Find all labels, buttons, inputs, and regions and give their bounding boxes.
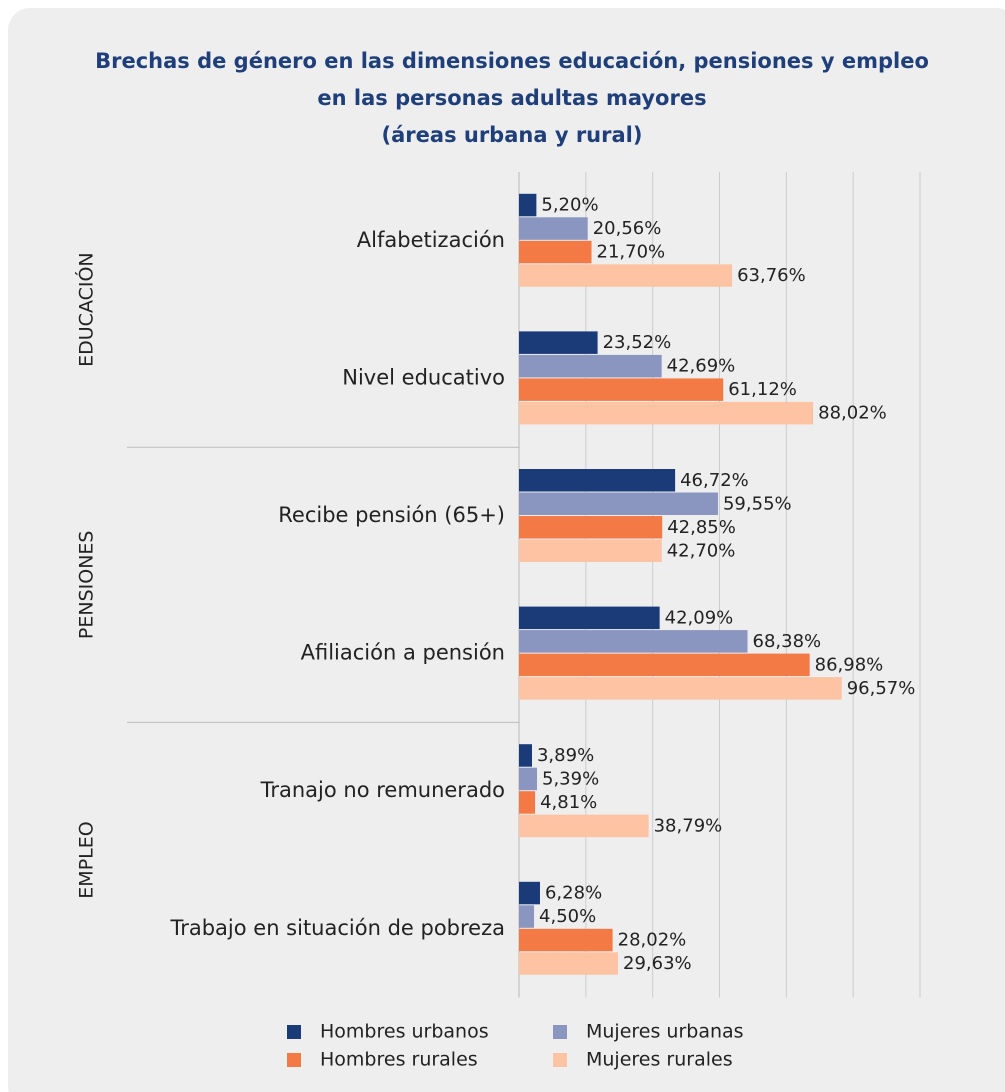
bar — [519, 881, 540, 905]
bar — [519, 814, 649, 838]
data-label: 4,50% — [539, 906, 596, 927]
legend-swatch — [553, 1053, 567, 1067]
data-label: 42,85% — [667, 517, 736, 538]
legend-swatch — [287, 1053, 301, 1067]
bar — [519, 791, 536, 814]
bar — [519, 354, 662, 378]
data-label: 63,76% — [737, 265, 806, 286]
category-label: Afiliación a pensión — [301, 641, 505, 665]
data-label: 5,39% — [542, 768, 599, 789]
data-label: 59,55% — [723, 493, 792, 514]
card — [8, 8, 1005, 1092]
bar — [519, 606, 660, 630]
legend-label: Hombres rurales — [320, 1049, 478, 1071]
bar — [519, 744, 532, 767]
bar — [519, 492, 718, 515]
bar — [519, 630, 748, 653]
bar — [519, 264, 733, 287]
data-label: 42,09% — [665, 607, 734, 628]
legend-label: Mujeres urbanas — [586, 1021, 744, 1043]
bar — [519, 378, 724, 401]
bar — [519, 928, 613, 952]
data-label: 88,02% — [818, 403, 887, 424]
group-label: PENSIONES — [76, 531, 98, 640]
bar — [519, 331, 598, 354]
category-label: Trabajo en situación de pobreza — [169, 916, 505, 940]
chart-title: Brechas de género en las dimensiones edu… — [95, 49, 929, 73]
data-label: 29,63% — [623, 953, 692, 974]
data-label: 4,81% — [540, 792, 597, 813]
bar — [519, 240, 592, 264]
data-label: 3,89% — [537, 745, 594, 766]
bar — [519, 193, 537, 217]
data-label: 96,57% — [847, 678, 916, 699]
data-label: 42,69% — [667, 356, 736, 377]
data-label: 5,20% — [541, 195, 598, 216]
chart-title: en las personas adultas mayores — [317, 86, 706, 110]
bar — [519, 217, 588, 240]
category-label: Nivel educativo — [342, 365, 505, 389]
data-label: 46,72% — [680, 470, 749, 491]
bar — [519, 539, 662, 562]
bar — [519, 905, 535, 928]
group-label: EDUCACIÓN — [74, 252, 98, 367]
category-label: Tranajo no remunerado — [260, 778, 505, 802]
data-label: 86,98% — [815, 654, 884, 675]
data-label: 23,52% — [603, 332, 672, 353]
bar — [519, 767, 538, 791]
legend-label: Mujeres rurales — [586, 1049, 733, 1071]
data-label: 38,79% — [654, 815, 723, 836]
legend-swatch — [287, 1025, 301, 1039]
bar — [519, 677, 842, 700]
data-label: 68,38% — [753, 631, 822, 652]
data-label: 61,12% — [728, 379, 797, 400]
data-label: 28,02% — [618, 930, 687, 951]
chart-title: (áreas urbana y rural) — [382, 123, 643, 147]
data-label: 20,56% — [593, 218, 662, 239]
category-label: Recibe pensión (65+) — [278, 503, 505, 527]
bar — [519, 401, 814, 425]
category-label: Alfabetización — [357, 228, 505, 252]
data-label: 6,28% — [545, 883, 602, 904]
bar — [519, 469, 676, 492]
bar — [519, 653, 810, 677]
bar — [519, 516, 663, 539]
group-label: EMPLEO — [76, 821, 98, 898]
bar — [519, 952, 619, 975]
legend-swatch — [553, 1025, 567, 1039]
data-label: 42,70% — [667, 540, 736, 561]
data-label: 21,70% — [597, 242, 666, 263]
legend-label: Hombres urbanos — [320, 1021, 489, 1043]
